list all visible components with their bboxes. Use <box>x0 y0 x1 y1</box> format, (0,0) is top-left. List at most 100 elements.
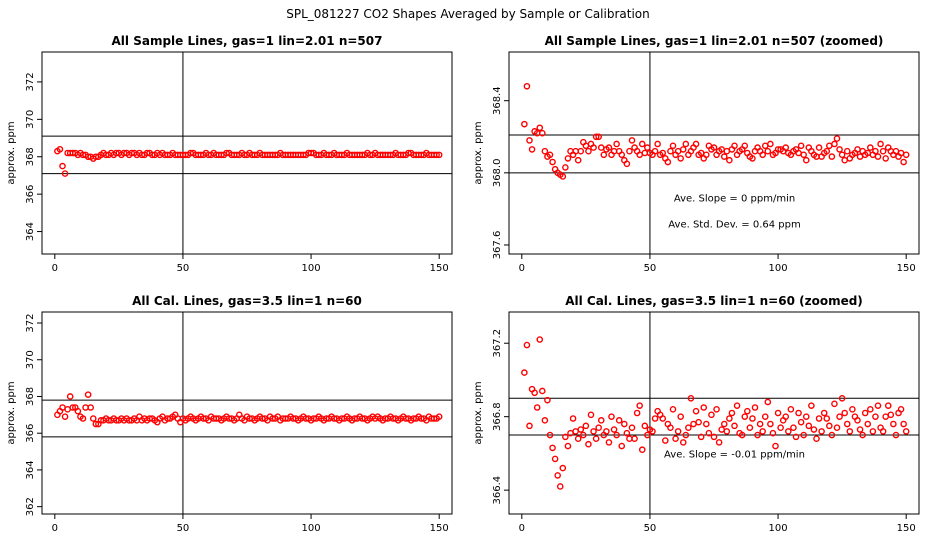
data-point <box>838 395 846 402</box>
data-point <box>633 409 641 417</box>
data-point <box>521 369 528 376</box>
data-point <box>669 406 677 413</box>
data-point <box>728 409 736 417</box>
data-point <box>536 336 544 343</box>
data-point <box>613 140 620 148</box>
data-point <box>585 147 592 155</box>
data-point <box>549 158 556 166</box>
data-point <box>749 415 756 422</box>
data-point <box>559 173 567 180</box>
y-tick-label: 368 <box>25 387 36 406</box>
y-tick-label: 368.0 <box>492 159 503 188</box>
data-point <box>597 144 605 151</box>
x-tick-label: 50 <box>644 263 657 274</box>
data-point <box>628 137 636 144</box>
panel-title: All Sample Lines, gas=1 lin=2.01 n=507 (… <box>545 34 884 48</box>
data-point <box>805 422 813 430</box>
data-point <box>66 393 74 400</box>
data-point <box>628 424 636 431</box>
data-point <box>810 426 818 433</box>
data-point <box>782 144 790 151</box>
data-point <box>843 147 851 155</box>
y-tick-label: 370 <box>25 350 36 369</box>
data-point <box>667 424 674 431</box>
data-point <box>800 151 807 159</box>
data-point <box>846 428 854 435</box>
data-point <box>574 435 582 443</box>
y-tick-label: 366.8 <box>492 402 503 431</box>
data-point <box>659 149 667 157</box>
data-point <box>841 409 848 417</box>
data-point <box>836 146 843 153</box>
data-point <box>541 417 549 424</box>
data-point <box>720 153 728 160</box>
data-point <box>654 140 661 148</box>
data-point <box>435 151 443 159</box>
data-point <box>890 420 897 428</box>
data-point <box>562 433 569 441</box>
data-point <box>605 144 613 151</box>
x-tick-label: 50 <box>177 263 190 274</box>
x-tick-label: 100 <box>302 263 321 274</box>
data-point <box>582 422 590 430</box>
data-point <box>764 398 772 406</box>
data-point <box>731 422 738 430</box>
data-point <box>577 147 585 155</box>
y-tick-label: 372 <box>25 72 36 91</box>
y-tick-label: 370 <box>25 110 36 129</box>
data-point <box>56 145 64 153</box>
data-point <box>802 156 810 164</box>
annotation: Ave. Slope = -0.01 ppm/min <box>664 449 805 460</box>
data-point <box>674 428 682 435</box>
data-point <box>700 404 708 411</box>
data-point <box>872 147 879 155</box>
x-tick-label: 100 <box>302 523 321 534</box>
data-point <box>741 142 749 150</box>
data-point <box>523 82 531 90</box>
data-point <box>761 413 769 420</box>
data-point <box>746 424 754 431</box>
data-point <box>526 422 533 430</box>
data-point <box>618 151 626 159</box>
data-point <box>733 402 741 409</box>
data-point <box>615 417 623 424</box>
x-tick-label: 50 <box>177 523 190 534</box>
data-point <box>867 406 874 413</box>
data-point <box>551 455 559 463</box>
data-point <box>79 415 87 422</box>
data-point <box>679 146 687 153</box>
data-point <box>669 142 677 150</box>
data-point <box>764 147 772 155</box>
data-point <box>754 431 761 439</box>
data-point <box>526 137 533 144</box>
data-point <box>861 409 869 417</box>
data-point <box>879 147 887 155</box>
data-point <box>838 151 846 159</box>
plot-frame <box>41 51 453 255</box>
data-point <box>677 413 684 420</box>
data-point <box>874 153 882 160</box>
x-tick-label: 150 <box>430 263 449 274</box>
panel-title: All Cal. Lines, gas=3.5 lin=1 n=60 <box>132 294 362 308</box>
x-tick-label: 50 <box>644 523 657 534</box>
data-point <box>631 435 638 443</box>
data-point <box>854 417 861 424</box>
main-title: SPL_081227 CO2 Shapes Averaged by Sample… <box>286 7 650 21</box>
y-axis-label: approx. ppm <box>6 121 17 184</box>
data-point <box>815 144 823 151</box>
data-point <box>59 162 66 170</box>
data-point <box>869 428 877 435</box>
data-point <box>782 413 790 420</box>
data-point <box>641 149 649 157</box>
data-point <box>836 413 843 420</box>
data-point <box>826 422 833 430</box>
data-point <box>587 411 595 419</box>
data-point <box>82 404 89 411</box>
data-point <box>833 135 841 142</box>
data-point <box>690 420 697 428</box>
plot-frame <box>508 311 920 515</box>
data-point <box>592 435 600 443</box>
data-point <box>741 413 749 420</box>
data-point <box>638 446 646 454</box>
